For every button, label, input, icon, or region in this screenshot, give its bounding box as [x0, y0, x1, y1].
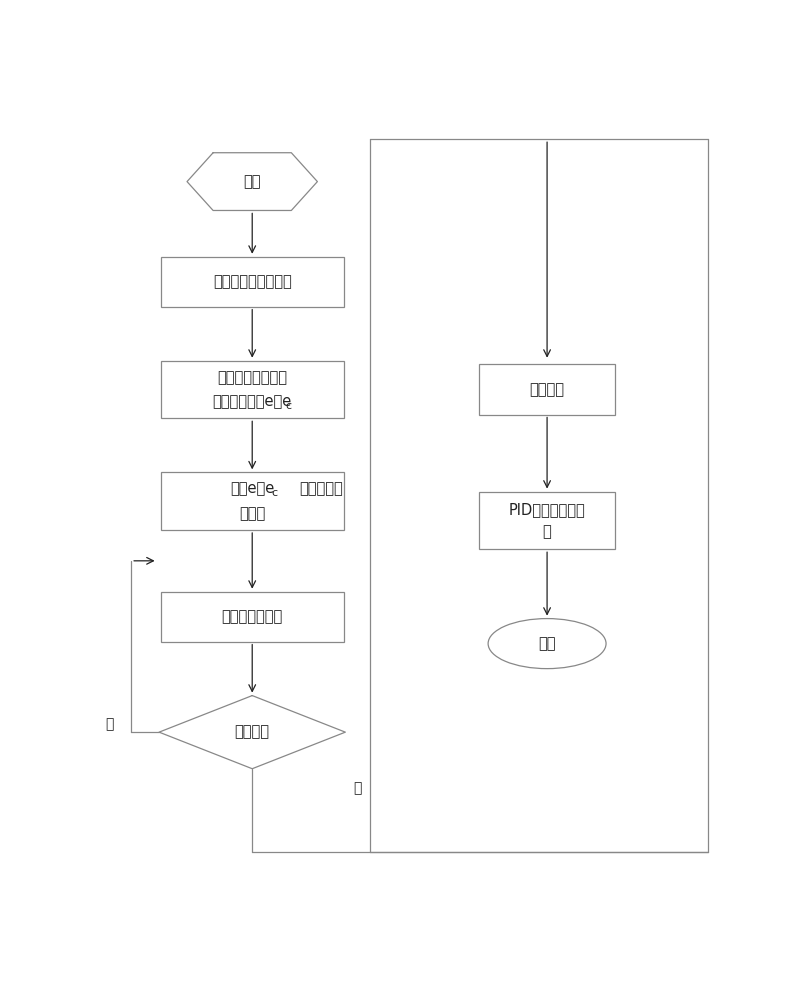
- Bar: [479, 492, 615, 549]
- Text: 反模糊化: 反模糊化: [529, 382, 565, 397]
- Text: c: c: [272, 488, 278, 498]
- Text: 结束: 结束: [538, 636, 556, 651]
- Text: 计算e、e: 计算e、e: [230, 481, 274, 496]
- Bar: [479, 364, 615, 415]
- Text: 数: 数: [543, 524, 551, 539]
- Text: 开始: 开始: [244, 174, 261, 189]
- Bar: [161, 472, 344, 530]
- Text: 糊子集: 糊子集: [239, 506, 265, 521]
- Bar: [161, 592, 344, 642]
- Text: 采集位移传感器数: 采集位移传感器数: [217, 370, 288, 385]
- Text: 是: 是: [353, 781, 362, 795]
- Text: PID控制器整定参: PID控制器整定参: [509, 502, 586, 517]
- Bar: [161, 361, 344, 418]
- Bar: [161, 257, 344, 307]
- Text: 存储模糊控制规则表: 存储模糊控制规则表: [213, 274, 292, 289]
- Text: 推理结束: 推理结束: [235, 725, 270, 740]
- Text: 的所处的模: 的所处的模: [299, 481, 343, 496]
- Text: 否: 否: [105, 717, 114, 731]
- Text: c: c: [285, 401, 292, 411]
- Text: 值，计算得到e，e: 值，计算得到e，e: [212, 394, 292, 409]
- Text: 取一条规则推理: 取一条规则推理: [222, 609, 283, 624]
